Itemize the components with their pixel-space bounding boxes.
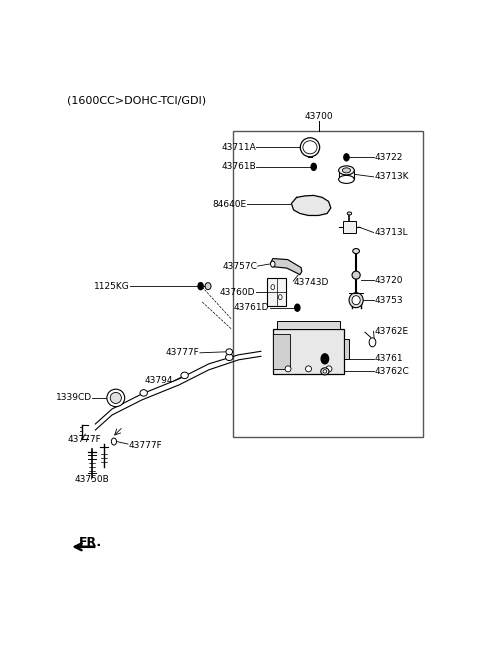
Ellipse shape bbox=[347, 212, 352, 215]
Text: 43794: 43794 bbox=[145, 376, 173, 385]
Ellipse shape bbox=[369, 338, 376, 347]
Text: 43722: 43722 bbox=[374, 153, 403, 162]
Text: 43750B: 43750B bbox=[75, 475, 109, 484]
Text: (1600CC>DOHC-TCI/GDI): (1600CC>DOHC-TCI/GDI) bbox=[67, 96, 206, 105]
Ellipse shape bbox=[342, 168, 350, 173]
Ellipse shape bbox=[326, 366, 332, 372]
Bar bbox=[273, 334, 290, 369]
Text: 43753: 43753 bbox=[374, 296, 403, 305]
Text: 43713K: 43713K bbox=[374, 173, 409, 182]
Text: 43762C: 43762C bbox=[374, 367, 409, 376]
Text: 43777F: 43777F bbox=[129, 441, 163, 450]
Ellipse shape bbox=[205, 283, 211, 290]
Ellipse shape bbox=[271, 284, 275, 290]
Ellipse shape bbox=[271, 261, 275, 267]
Polygon shape bbox=[291, 195, 331, 215]
Ellipse shape bbox=[278, 295, 282, 299]
Bar bbox=[267, 278, 286, 306]
Ellipse shape bbox=[352, 296, 360, 305]
Text: 43711A: 43711A bbox=[221, 143, 256, 152]
Ellipse shape bbox=[352, 271, 360, 279]
Ellipse shape bbox=[338, 175, 354, 184]
Circle shape bbox=[311, 163, 316, 171]
Text: 43762E: 43762E bbox=[374, 327, 408, 336]
Ellipse shape bbox=[323, 370, 327, 373]
Bar bbox=[273, 329, 344, 374]
Text: 43713L: 43713L bbox=[374, 228, 408, 237]
Text: 43761B: 43761B bbox=[221, 162, 256, 171]
Bar bbox=[344, 339, 349, 359]
Text: 43777F: 43777F bbox=[67, 434, 101, 443]
Text: 43777F: 43777F bbox=[166, 348, 200, 357]
Ellipse shape bbox=[110, 393, 121, 404]
Ellipse shape bbox=[226, 354, 233, 361]
Circle shape bbox=[321, 354, 329, 364]
Circle shape bbox=[344, 154, 349, 161]
Ellipse shape bbox=[181, 372, 188, 379]
Text: 43761: 43761 bbox=[374, 354, 403, 363]
Bar bbox=[343, 221, 356, 232]
Text: 43760D: 43760D bbox=[220, 288, 255, 297]
Text: 43761D: 43761D bbox=[234, 303, 269, 312]
Ellipse shape bbox=[303, 141, 317, 154]
Text: 84640E: 84640E bbox=[213, 200, 247, 209]
Text: 43757C: 43757C bbox=[222, 262, 257, 271]
Ellipse shape bbox=[111, 438, 117, 445]
Ellipse shape bbox=[300, 138, 320, 157]
Ellipse shape bbox=[338, 166, 354, 175]
Text: FR.: FR. bbox=[79, 536, 102, 549]
Text: 43700: 43700 bbox=[304, 112, 333, 120]
Ellipse shape bbox=[140, 390, 147, 396]
Polygon shape bbox=[271, 258, 302, 275]
Ellipse shape bbox=[321, 368, 329, 375]
Text: 43743D: 43743D bbox=[294, 278, 329, 287]
Circle shape bbox=[198, 283, 203, 290]
Ellipse shape bbox=[107, 389, 125, 407]
Ellipse shape bbox=[349, 293, 363, 308]
Ellipse shape bbox=[353, 249, 360, 254]
Text: 1339CD: 1339CD bbox=[56, 393, 92, 402]
Ellipse shape bbox=[285, 366, 291, 372]
Text: 43720: 43720 bbox=[374, 275, 403, 284]
Ellipse shape bbox=[305, 366, 312, 372]
Text: 1125KG: 1125KG bbox=[94, 282, 130, 290]
Circle shape bbox=[295, 304, 300, 311]
Ellipse shape bbox=[226, 349, 233, 355]
Bar bbox=[233, 131, 423, 437]
Bar bbox=[277, 321, 340, 329]
